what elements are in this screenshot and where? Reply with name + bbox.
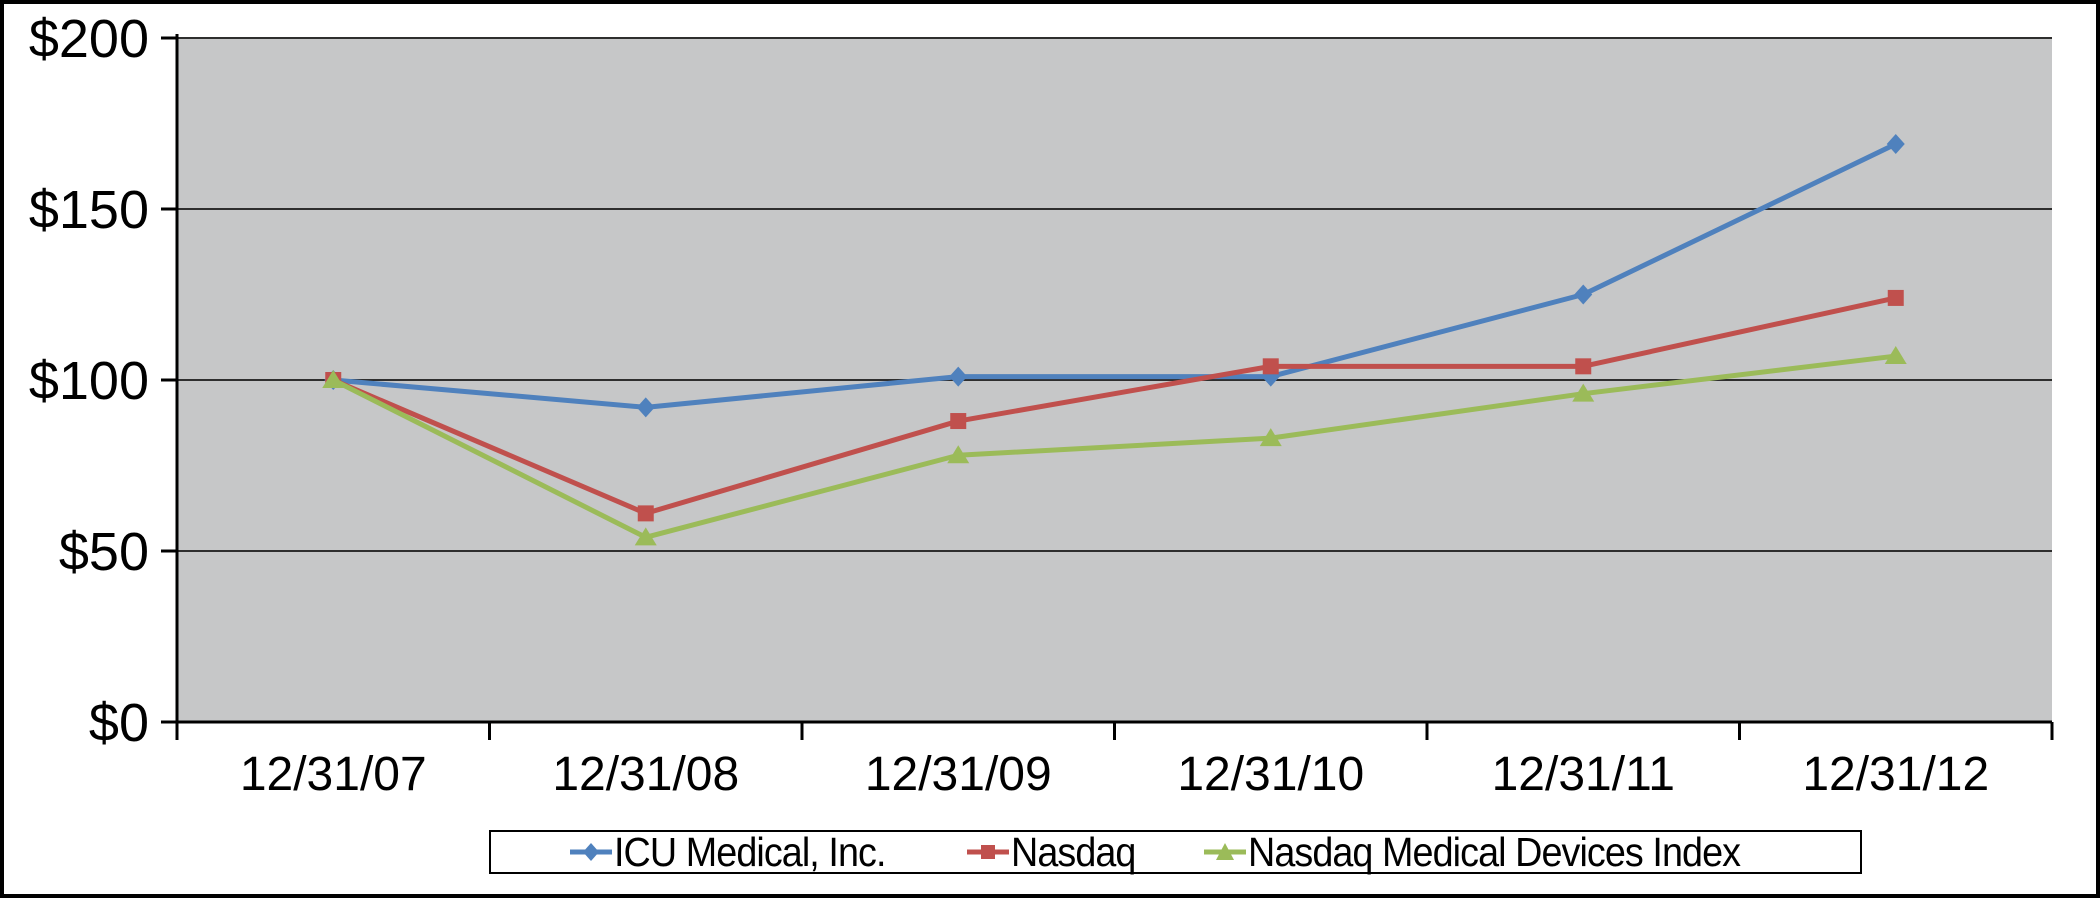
y-axis-label-50: $50 (59, 522, 149, 582)
series-marker-icu-medical-inc-4 (1574, 284, 1593, 305)
legend-label-icu-medical-inc: ICU Medical, Inc. (613, 828, 886, 875)
y-axis-label-100: $100 (29, 351, 149, 411)
series-marker-nasdaq-medical-devices-index-5 (1884, 346, 1907, 365)
series-marker-icu-medical-inc-1 (636, 397, 655, 418)
series-marker-nasdaq-medical-devices-index-1 (634, 527, 657, 546)
series-marker-nasdaq-5 (1887, 289, 1904, 306)
series-line-icu-medical-inc (330, 141, 1899, 410)
series-marker-nasdaq-medical-devices-index-0 (322, 370, 345, 388)
x-axis-label-2: 12/31/09 (865, 748, 1052, 801)
series-line-nasdaq-medical-devices-index (330, 353, 1899, 540)
legend-key-square-icon (966, 845, 1009, 859)
series-marker-nasdaq-medical-devices-index-3 (1259, 428, 1282, 447)
series-marker-nasdaq-4 (1575, 358, 1592, 375)
legend-label-nasdaq-medical-devices-index: Nasdaq Medical Devices Index (1248, 828, 1741, 875)
x-axis-label-1: 12/31/08 (552, 748, 739, 801)
legend-key-diamond-icon (569, 843, 612, 861)
series-marker-nasdaq-3 (1262, 358, 1279, 375)
legend-item-nasdaq: Nasdaq (965, 828, 1146, 875)
y-axis-label-200: $200 (29, 9, 149, 69)
series-marker-nasdaq-medical-devices-index-4 (1572, 383, 1595, 402)
series-marker-nasdaq-2 (950, 413, 967, 430)
x-axis-label-0: 12/31/07 (240, 748, 427, 801)
legend-label-nasdaq: Nasdaq (1010, 828, 1136, 875)
legend-item-nasdaq-medical-devices-index: Nasdaq Medical Devices Index (1202, 828, 1783, 875)
y-axis-label-150: $150 (29, 180, 149, 240)
series-marker-icu-medical-inc-2 (949, 366, 968, 387)
series-marker-nasdaq-medical-devices-index-2 (947, 445, 970, 464)
chart-legend: ICU Medical, Inc. Nasdaq Nasdaq Medical De… (489, 830, 1862, 874)
x-axis-label-5: 12/31/12 (1802, 748, 1989, 801)
line-chart-canvas: $0 $50 $100 $150 $200 12/31/07 12/31/08 12/31/0… (29, 9, 2054, 801)
series-line-nasdaq (330, 295, 1899, 516)
series-marker-nasdaq-1 (637, 505, 654, 522)
y-axis-label-0: $0 (89, 693, 149, 753)
legend-key-triangle-icon (1204, 843, 1247, 860)
x-axis-label-3: 12/31/10 (1177, 748, 1364, 801)
legend-item-icu-medical-inc: ICU Medical, Inc. (568, 828, 909, 875)
x-axis-label-4: 12/31/11 (1492, 748, 1675, 801)
series-marker-icu-medical-inc-5 (1886, 134, 1905, 155)
